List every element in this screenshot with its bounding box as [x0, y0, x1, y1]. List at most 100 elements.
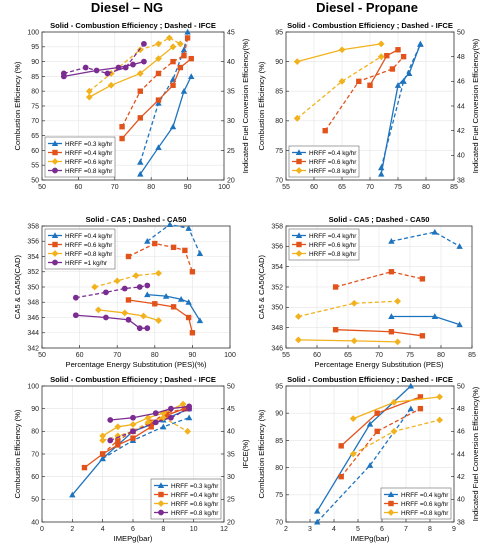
data-point [119, 135, 125, 142]
data-point [407, 405, 414, 412]
y-tick-label: 90 [275, 411, 283, 418]
y-tick-label: 80 [275, 465, 283, 472]
y-tick-label: 90 [275, 59, 283, 66]
legend-label: HRFF =0.8 kg/hr [65, 251, 113, 258]
x-tick-label: 80 [422, 184, 430, 191]
y-tick-label: 346 [271, 345, 283, 352]
data-point [95, 306, 102, 314]
x-tick-label: 50 [38, 352, 46, 359]
data-point [141, 40, 147, 47]
chart-ng_pes_eff: 50 60 70 80 90 100505560657075808590951002025… [13, 21, 250, 191]
legend-marker [52, 241, 58, 248]
legend-marker [158, 509, 164, 516]
dashed-series-line [75, 284, 148, 299]
y-tick-label: 60 [31, 148, 39, 155]
legend-label: HRFF =0.4 kg/hr [309, 233, 357, 240]
y2-tick-label: 45 [227, 406, 235, 413]
y2-tick-label: 42 [457, 128, 465, 135]
data-point [132, 272, 140, 279]
y-axis-label: CA5 & CA50(CAD) [13, 254, 22, 319]
heading-right: Diesel - Propane [316, 0, 418, 15]
data-point [456, 321, 463, 328]
legend-label: HRFF =0.8 kg/hr [309, 168, 357, 175]
data-point [400, 53, 407, 60]
data-point [137, 88, 143, 94]
legend-marker [51, 158, 59, 165]
y2-tick-label: 38 [457, 177, 465, 184]
series-purple [107, 403, 193, 444]
data-point [99, 451, 106, 457]
solid-series-line [380, 43, 422, 175]
legend-label: HRFF =0.8 kg/hr [401, 510, 449, 517]
y-tick-label: 354 [271, 264, 283, 271]
series-blue [378, 40, 424, 177]
legend-label: HRFF =0.6 kg/hr [65, 159, 113, 166]
y2-tick-label: 40 [227, 59, 235, 66]
y-axis-label: CA5 & CA50(CAD) [257, 254, 266, 319]
legend-label: HRFF =0.8 kg/hr [65, 168, 113, 175]
data-point [417, 405, 424, 412]
series-blue [144, 221, 204, 324]
legend-label: HRFF =0.6 kg/hr [309, 159, 357, 166]
data-point [350, 337, 358, 345]
dashed-series-line [63, 43, 145, 75]
data-point [389, 66, 396, 72]
data-point [141, 58, 147, 65]
y2-tick-label: 44 [457, 451, 465, 458]
data-point [152, 410, 159, 417]
data-point [196, 250, 204, 257]
data-point [155, 144, 162, 150]
data-point [295, 313, 302, 320]
data-point [181, 52, 187, 59]
legend-label: HRFF =0.4 kg/hr [309, 150, 357, 157]
x-tick-label: 12 [220, 526, 228, 533]
legend-marker [295, 149, 303, 156]
legend-marker [296, 158, 302, 165]
x-tick-label: 10 [190, 526, 198, 533]
data-point [170, 304, 177, 310]
data-point [350, 299, 358, 307]
y-tick-label: 75 [275, 492, 283, 499]
data-point [121, 285, 128, 292]
legend: HRFF =0.4 kg/hr HRFF =0.6 kg/hr HRFF =0.8 … [288, 145, 360, 178]
y2-axis-label: Indicated Fuel Conversion Efficiency(%) [471, 38, 480, 173]
data-point [144, 282, 151, 289]
data-point [185, 225, 192, 231]
data-point [160, 423, 167, 430]
data-point [93, 67, 100, 74]
data-point [152, 301, 158, 307]
x-tick-label: 80 [151, 352, 159, 359]
y-tick-label: 352 [27, 269, 39, 276]
y-tick-label: 75 [275, 148, 283, 155]
legend-label: HRFF =0.6 kg/hr [309, 242, 357, 249]
data-point [349, 415, 357, 423]
data-point [184, 427, 191, 435]
data-point [436, 393, 443, 401]
data-point [125, 297, 132, 303]
data-point [388, 238, 395, 244]
y-tick-label: 95 [275, 29, 283, 36]
data-point [377, 40, 385, 48]
data-point [85, 87, 93, 95]
data-point [103, 314, 109, 321]
chart-ng_imep_eff: 0 2 4 6 8 10 12 40 50 60 70 80 90 100 20 25 30 35 40 45 50 So… [13, 375, 250, 543]
data-point [314, 518, 321, 525]
legend-marker [52, 259, 58, 266]
y-tick-label: 80 [31, 429, 39, 436]
y-tick-label: 55 [31, 163, 39, 170]
legend-marker [296, 241, 302, 248]
data-point [188, 73, 195, 79]
y2-tick-label: 45 [227, 29, 235, 36]
y-tick-label: 95 [275, 383, 283, 390]
data-point [378, 164, 385, 171]
x-tick-label: 60 [76, 352, 84, 359]
data-point [91, 283, 99, 291]
data-point [388, 329, 395, 335]
solid-series-line [102, 403, 184, 437]
data-point [417, 394, 424, 400]
y-axis-label: Combustion Efficiency (%) [257, 409, 266, 498]
series-yellow [349, 393, 443, 458]
x-tick-label: 70 [113, 352, 121, 359]
data-point [144, 238, 151, 244]
